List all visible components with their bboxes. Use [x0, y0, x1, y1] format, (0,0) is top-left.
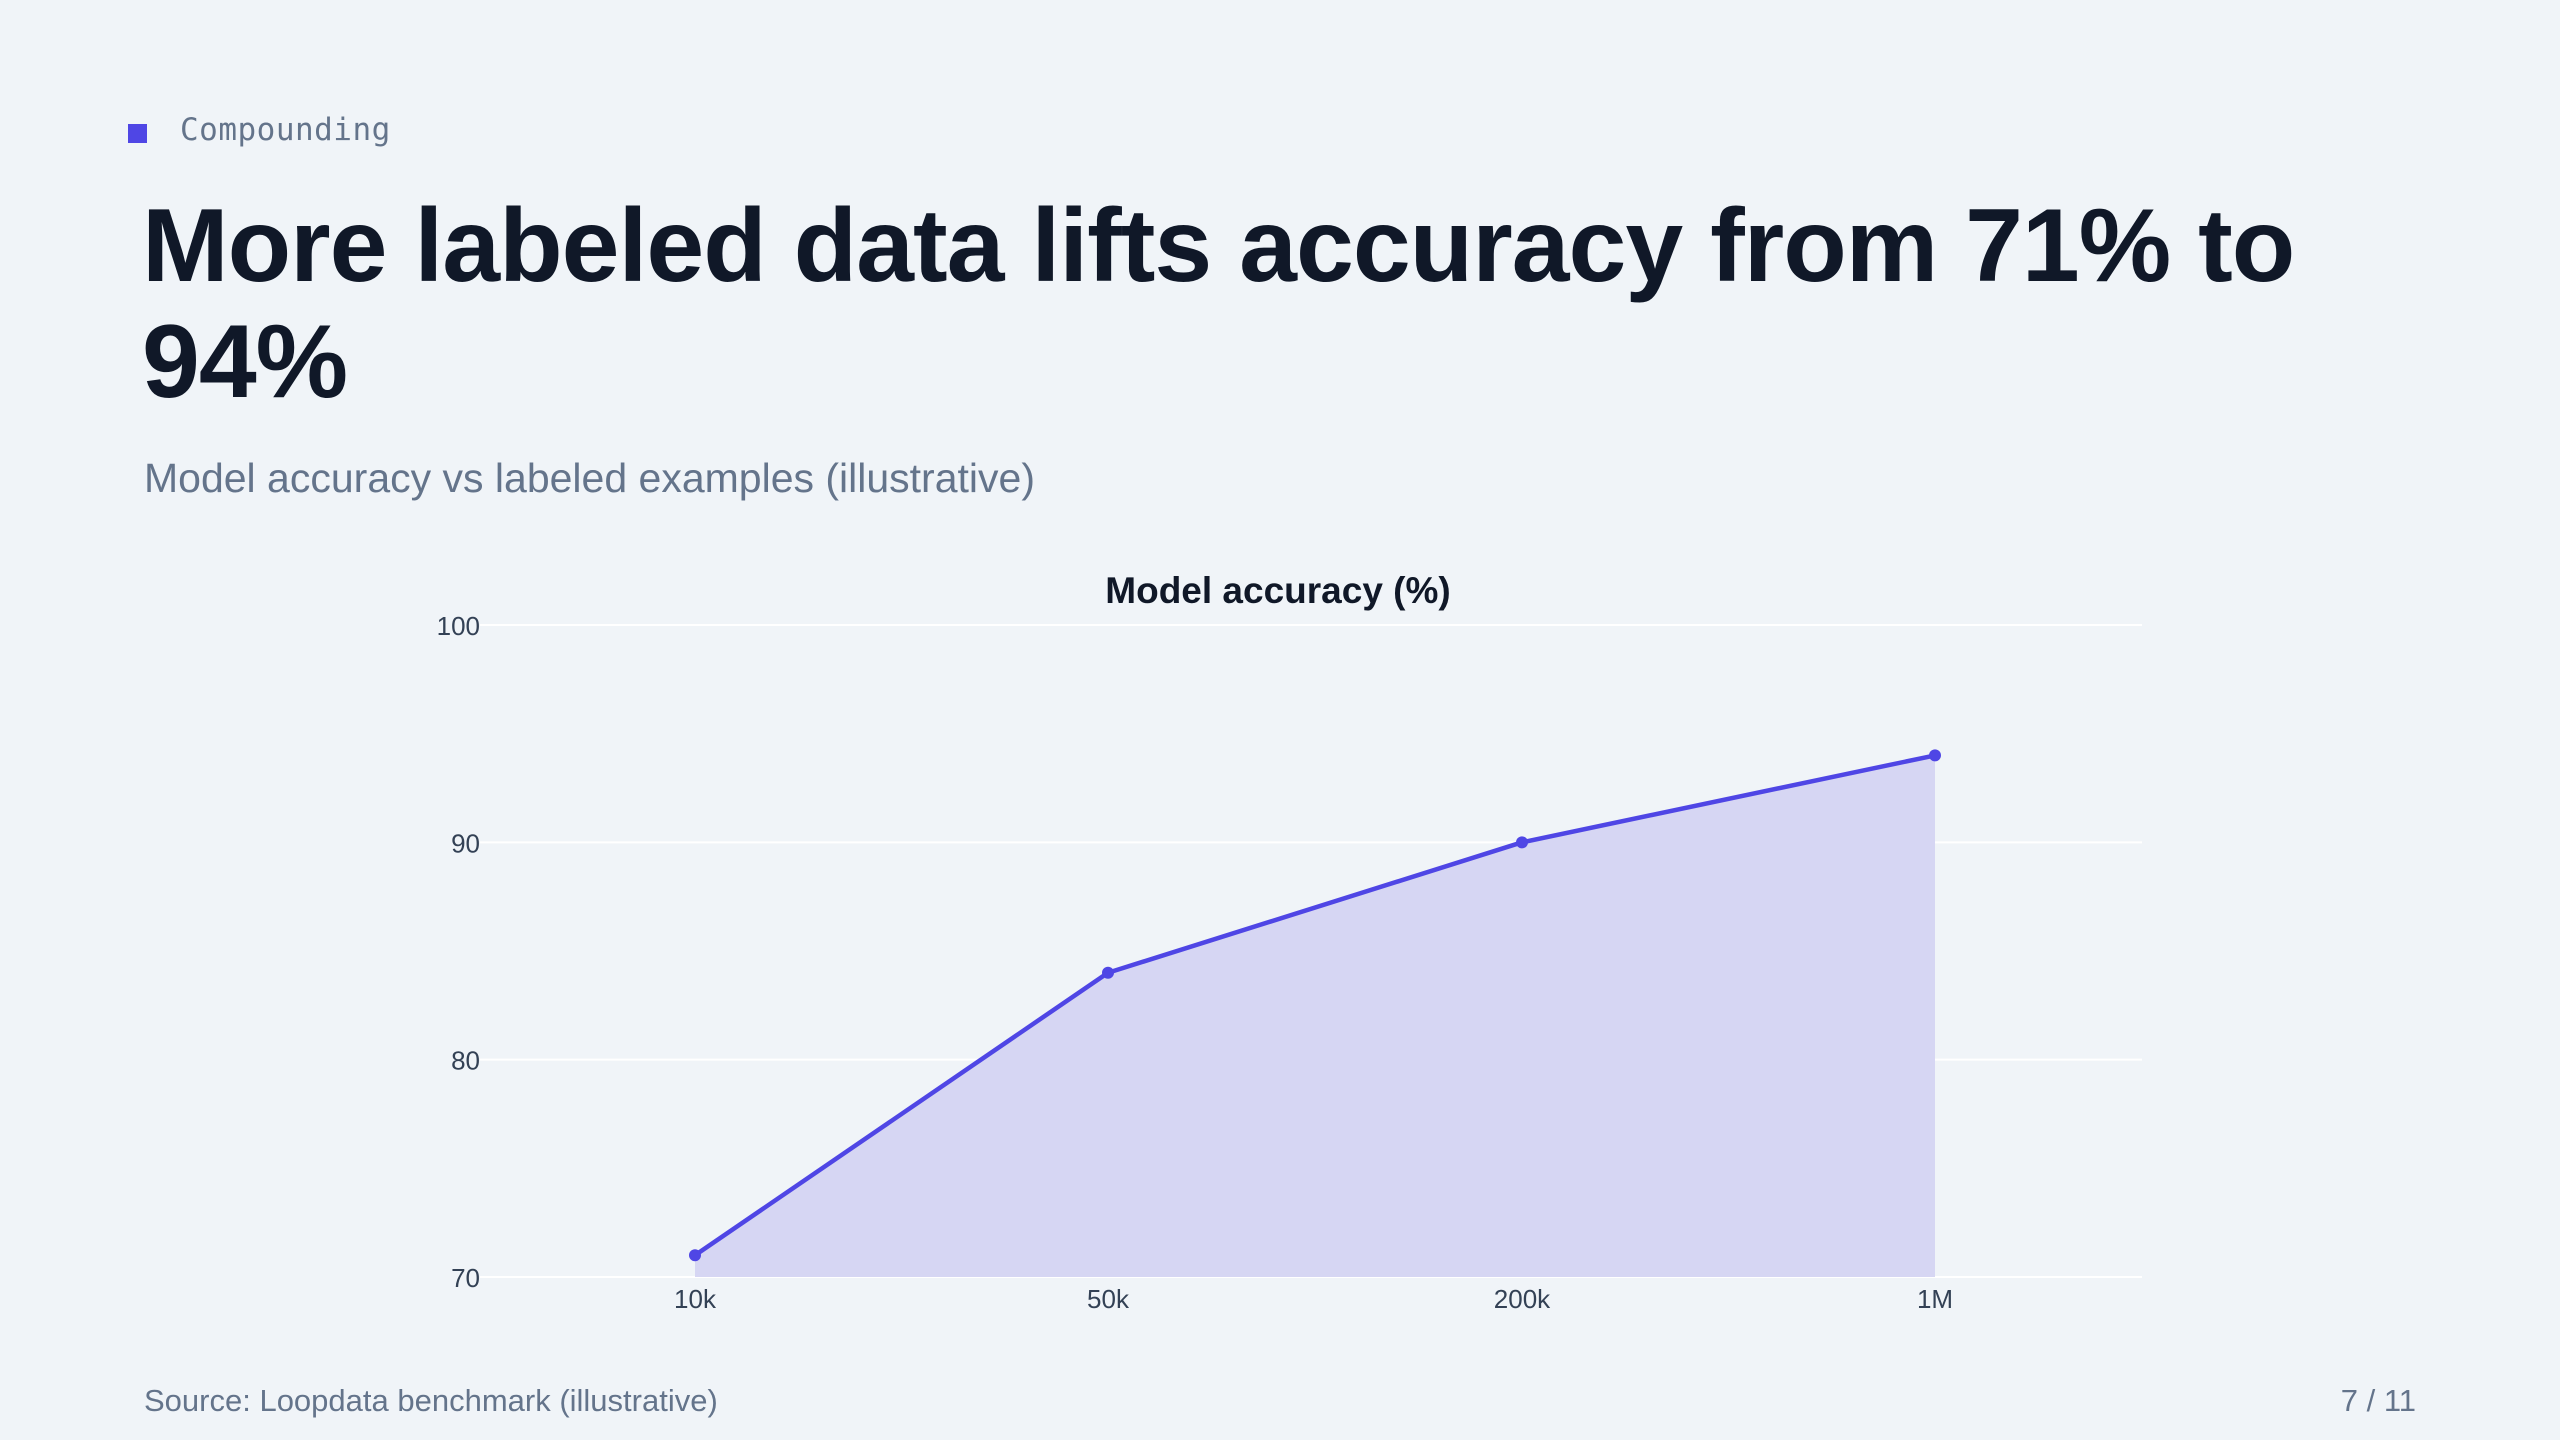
slide-subtitle: Model accuracy vs labeled examples (illu… — [144, 455, 1035, 501]
data-point — [1516, 836, 1528, 849]
slide-title: More labeled data lifts accuracy from 71… — [142, 188, 2295, 420]
x-tick-label: 1M — [1917, 1284, 1953, 1314]
x-tick-label: 200k — [1494, 1284, 1551, 1314]
x-tick-label: 10k — [674, 1284, 717, 1314]
data-point — [1929, 749, 1941, 762]
y-tick-label: 70 — [451, 1263, 480, 1293]
data-point — [1102, 966, 1114, 979]
page-number: 7 / 11 — [2340, 1383, 2416, 1418]
x-tick-label: 50k — [1087, 1284, 1130, 1314]
y-tick-label: 80 — [451, 1046, 480, 1076]
eyebrow-label: Compounding — [180, 112, 391, 148]
x-axis-ticks: 10k 50k 200k 1M — [674, 1284, 1953, 1314]
eyebrow: Compounding — [128, 110, 391, 150]
source-note: Source: Loopdata benchmark (illustrative… — [144, 1383, 718, 1418]
accuracy-line — [693, 753, 1936, 1258]
y-axis-ticks: 70 80 90 100 — [437, 611, 480, 1293]
y-tick-label: 100 — [437, 611, 480, 641]
chart-title: Model accuracy (%) — [1105, 570, 1450, 611]
data-points — [689, 749, 1941, 1262]
accuracy-area — [695, 755, 1935, 1277]
data-point — [689, 1249, 701, 1262]
eyebrow-square-icon — [128, 123, 147, 143]
y-tick-label: 90 — [451, 828, 480, 858]
